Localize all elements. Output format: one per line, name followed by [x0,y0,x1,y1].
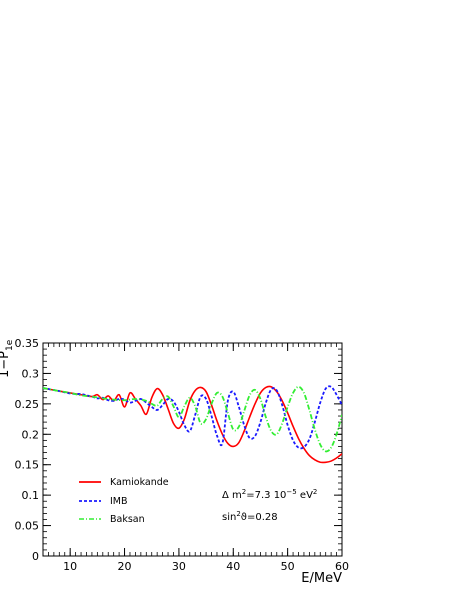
y-tick-label: 0 [32,550,39,563]
series-layer [43,385,342,464]
legend-label-baksan: Baksan [110,514,145,525]
y-tick-label: 0.2 [22,428,40,441]
x-tick-label: 40 [226,560,240,573]
y-axis: 0 0.05 0.1 0.15 0.2 0.25 0.3 0.35 [15,337,342,563]
series-line-imb [43,385,342,450]
x-tick-label: 30 [172,560,186,573]
y-tick-label: 0.15 [15,459,40,472]
legend: Kamiokande IMB Baksan [79,477,169,525]
series-line-baksan [43,385,342,453]
x-tick-label: 50 [281,560,295,573]
y-tick-label: 0.35 [15,337,40,350]
y-tick-label: 0.05 [15,520,40,533]
legend-label-kamiokande: Kamiokande [110,477,169,488]
y-tick-label: 0.3 [22,367,40,380]
y-tick-label: 0.1 [22,489,40,502]
annotation-mixing-angle: sin2ϑ=0.28 [222,510,278,523]
annotation-delta-m2: Δ m2=7.3 10−5 eV2 [222,488,317,501]
legend-label-imb: IMB [110,496,128,507]
x-tick-label: 60 [335,560,349,573]
y-axis-title: 1−P1e [0,339,15,378]
y-axis-title-main: 1−P [0,351,12,378]
x-axis: 10 20 30 40 50 60 [42,343,349,573]
svg-text:1−P1e: 1−P1e [0,339,15,378]
y-tick-label: 0.25 [15,398,40,411]
y-axis-title-subscript: 1e [5,339,15,351]
x-axis-title: E/MeV [301,571,342,586]
plot-frame [42,342,343,557]
x-tick-label: 10 [63,560,77,573]
x-tick-label: 20 [118,560,132,573]
